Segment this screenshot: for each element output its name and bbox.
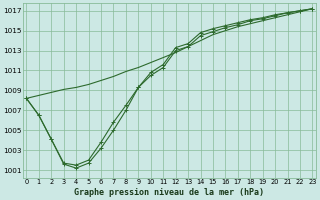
X-axis label: Graphe pression niveau de la mer (hPa): Graphe pression niveau de la mer (hPa)	[75, 188, 264, 197]
